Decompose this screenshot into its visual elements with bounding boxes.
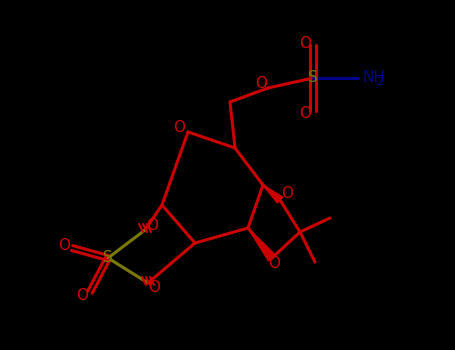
Text: O: O [146,217,158,232]
Polygon shape [248,228,276,261]
Polygon shape [263,185,283,203]
Text: O: O [299,105,311,120]
Text: O: O [173,120,185,135]
Text: NH: NH [362,70,385,85]
Text: O: O [299,35,311,50]
Text: O: O [281,186,293,201]
Text: S: S [308,70,318,85]
Text: S: S [103,251,113,266]
Text: O: O [58,238,70,252]
Text: O: O [268,256,280,271]
Text: 2: 2 [376,77,384,87]
Text: O: O [76,288,88,303]
Text: O: O [255,77,267,91]
Text: O: O [148,280,160,294]
